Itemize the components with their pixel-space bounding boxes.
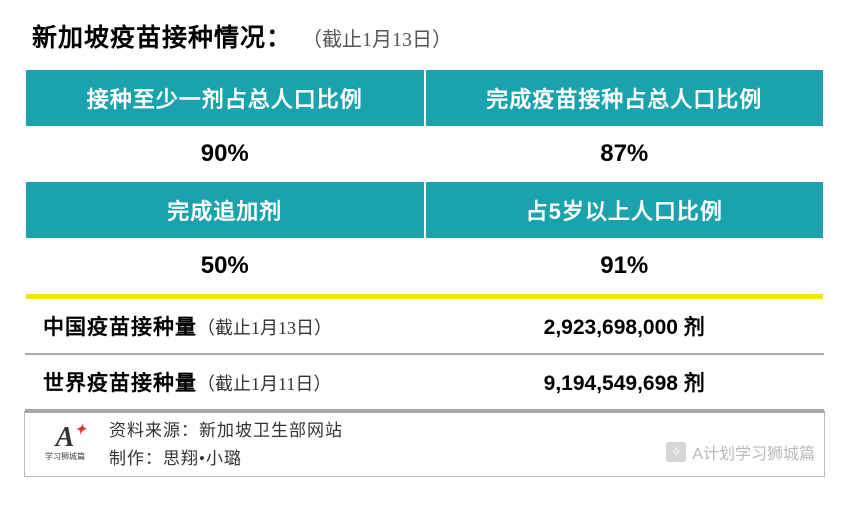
world-dose-value: 9,194,549,698 剂: [425, 354, 825, 410]
value-row-1: 90% 87%: [25, 127, 824, 181]
header-fully-vaccinated: 完成疫苗接种占总人口比例: [425, 69, 825, 127]
value-fully-vaccinated: 87%: [425, 127, 825, 181]
header-5plus-population: 占5岁以上人口比例: [425, 181, 825, 239]
vaccination-table: 接种至少一剂占总人口比例 完成疫苗接种占总人口比例 90% 87% 完成追加剂 …: [24, 68, 825, 411]
author-label: 制作：: [109, 449, 163, 468]
value-row-2: 50% 91%: [25, 239, 824, 293]
page-title: 新加坡疫苗接种情况：: [32, 18, 292, 54]
source-value: 新加坡卫生部网站: [199, 421, 343, 440]
china-dose-label: 中国疫苗接种量: [43, 316, 197, 339]
value-at-least-one-dose: 90%: [25, 127, 425, 181]
china-dose-label-cell: 中国疫苗接种量（截止1月13日）: [25, 299, 425, 354]
value-booster: 50%: [25, 239, 425, 293]
header-row-1: 接种至少一剂占总人口比例 完成疫苗接种占总人口比例: [25, 69, 824, 127]
header-at-least-one-dose: 接种至少一剂占总人口比例: [25, 69, 425, 127]
author-line: 制作：思翔•小璐: [109, 445, 343, 472]
china-dose-date: （截止1月13日）: [197, 318, 332, 338]
china-dose-value: 2,923,698,000 剂: [425, 299, 825, 354]
source-line: 资料来源：新加坡卫生部网站: [109, 417, 343, 444]
header-booster: 完成追加剂: [25, 181, 425, 239]
title-row: 新加坡疫苗接种情况： （截止1月13日）: [24, 18, 825, 54]
logo-accent-icon: ✦: [75, 425, 87, 436]
china-dose-row: 中国疫苗接种量（截止1月13日） 2,923,698,000 剂: [25, 299, 824, 354]
header-row-2: 完成追加剂 占5岁以上人口比例: [25, 181, 824, 239]
author-value: 思翔•小璐: [163, 449, 242, 468]
source-label: 资料来源：: [109, 421, 199, 440]
title-date: （截止1月13日）: [302, 23, 452, 52]
world-dose-row: 世界疫苗接种量（截止1月11日） 9,194,549,698 剂: [25, 354, 824, 410]
world-dose-date: （截止1月11日）: [197, 374, 331, 394]
footer: A✦ 学习狮城篇 资料来源：新加坡卫生部网站 制作：思翔•小璐: [24, 411, 825, 477]
logo: A✦ 学习狮城篇: [35, 420, 95, 470]
value-5plus-population: 91%: [425, 239, 825, 293]
source-lines: 资料来源：新加坡卫生部网站 制作：思翔•小璐: [109, 417, 343, 471]
logo-letter: A✦: [56, 427, 75, 449]
world-dose-label: 世界疫苗接种量: [43, 372, 197, 395]
world-dose-label-cell: 世界疫苗接种量（截止1月11日）: [25, 354, 425, 410]
logo-subtitle: 学习狮城篇: [45, 451, 85, 462]
